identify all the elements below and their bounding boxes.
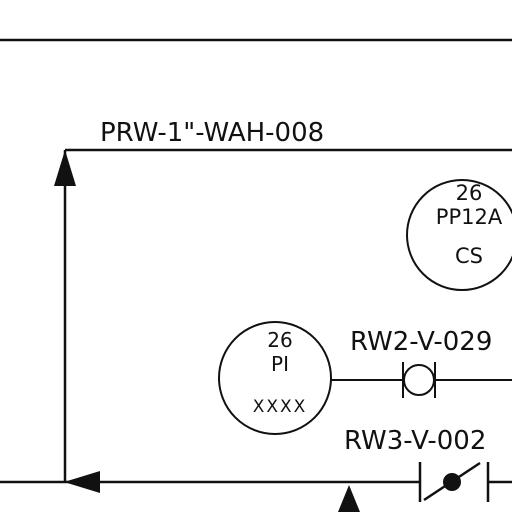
flow-arrow-up — [54, 150, 76, 186]
valve-stem — [423, 461, 481, 502]
instrument-number: 26 — [456, 181, 483, 205]
instrument-sub: XXXX — [253, 397, 308, 417]
valve-tag: RW3-V-002 — [344, 426, 486, 456]
flow-arrow-bottom — [338, 485, 360, 512]
instrument-sub: CS — [455, 244, 483, 268]
instrument-tag: PP12A — [436, 205, 503, 229]
valve-body-rw2[interactable] — [403, 364, 435, 396]
instrument-number: 26 — [267, 328, 292, 352]
flow-arrow-left — [64, 471, 100, 493]
valve-tag: RW2-V-029 — [350, 327, 492, 357]
instrument-bubble-pi[interactable] — [218, 321, 332, 435]
instrument-bubble-pp12a[interactable] — [406, 179, 512, 291]
instrument-tag: PI — [271, 352, 289, 376]
line-label: PRW-1"-WAH-008 — [100, 118, 324, 148]
